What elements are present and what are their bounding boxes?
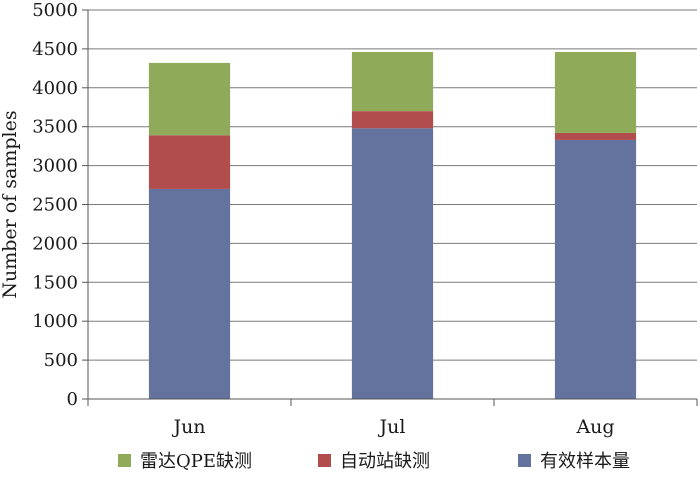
bars: [148, 52, 637, 400]
y-tick-label: 4000: [32, 78, 78, 99]
x-category-labels: Jun Jul Aug: [171, 416, 614, 438]
y-tick-label: 4500: [32, 39, 78, 60]
y-tick-label: 1000: [32, 311, 78, 332]
bar-segment: [554, 132, 637, 140]
legend-swatch: [518, 454, 531, 467]
y-tick-label: 500: [44, 350, 78, 371]
x-category-label: Aug: [575, 416, 614, 438]
y-tick-label: 0: [67, 389, 78, 410]
bar-segment: [148, 62, 231, 136]
axes: [82, 9, 698, 406]
y-tick-label: 3000: [32, 156, 78, 177]
y-tick-label: 5000: [32, 0, 78, 21]
y-axis-title: Number of samples: [0, 110, 21, 298]
legend-label: 雷达QPE缺测: [140, 451, 252, 472]
bar-segment: [351, 52, 434, 112]
legend-swatch: [118, 454, 131, 467]
y-tick-label: 3500: [32, 117, 78, 138]
legend: 雷达QPE缺测 自动站缺测 有效样本量: [118, 451, 630, 472]
legend-swatch: [318, 454, 331, 467]
y-tick-labels: 0 500 1000 1500 2000 2500 3000 3500 4000 4500 5000: [32, 0, 78, 410]
y-tick-label: 1500: [32, 272, 78, 293]
legend-label: 有效样本量: [540, 451, 630, 472]
x-category-label: Jun: [171, 416, 205, 438]
bar-segment: [148, 135, 231, 189]
bar-segment: [351, 111, 434, 129]
y-tick-label: 2500: [32, 195, 78, 216]
bar-segment: [351, 128, 434, 400]
legend-label: 自动站缺测: [340, 451, 430, 472]
y-tick-label: 2000: [32, 233, 78, 254]
bar-segment: [554, 52, 637, 133]
x-category-label: Jul: [378, 416, 406, 438]
bar-segment: [554, 139, 637, 399]
bar-segment: [148, 188, 231, 399]
